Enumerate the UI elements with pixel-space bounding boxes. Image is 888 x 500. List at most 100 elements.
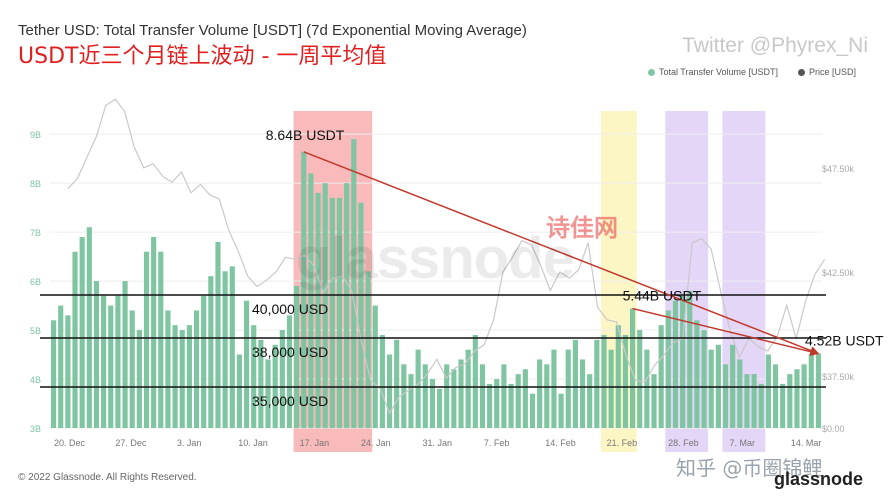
x-tick-label: 20. Dec [54,438,86,448]
volume-bar [630,308,636,428]
level-label: 40,000 USD [252,301,328,317]
volume-bar [801,364,807,428]
volume-bar [565,349,571,428]
copyright-text: © 2022 Glassnode. All Rights Reserved. [18,472,197,483]
volume-bar [308,173,314,428]
volume-bar [315,192,321,428]
x-tick-label: 31. Jan [422,438,452,448]
volume-bar [172,325,178,428]
volume-bar [608,349,614,428]
volume-bar [265,359,271,428]
volume-bar [808,354,814,428]
volume-bar [65,315,71,428]
x-tick-label: 27. Dec [115,438,147,448]
trendline-0 [303,151,820,355]
volume-bar [487,383,493,428]
legend-item-price[interactable]: Price [USD] [797,67,856,77]
x-tick-label: 14. Feb [545,438,576,448]
volume-bar [622,334,628,428]
x-tick-label: 7. Mar [730,438,756,448]
volume-bar [508,383,514,428]
volume-bar [472,334,478,428]
y-tick-label: 9B [30,130,41,140]
chart-legend: Total Transfer Volume [USDT] Price [USD] [647,67,856,77]
volume-bar [215,241,221,428]
volume-bar [72,251,78,428]
x-tick-label: 10. Jan [238,438,268,448]
x-tick-label: 17. Jan [300,438,330,448]
annotation-label: 8.64B USDT [266,127,345,143]
legend-dot-volume [647,68,655,76]
volume-bar [386,354,393,428]
volume-bar [415,349,421,428]
zhihu-credit: 知乎 @币圈锦鲤 [676,456,823,480]
volume-bar [165,310,171,428]
volume-bar [479,364,486,428]
volume-bar [401,364,407,428]
glassnode-logo: glassnode [774,469,864,489]
annotation-label: 5.44B USDT [623,288,702,304]
x-tick-label: 21. Feb [607,438,638,448]
volume-bar [329,197,335,428]
volume-bar [772,364,779,428]
legend-label-price: Price [USD] [808,67,856,77]
volume-bar [294,285,300,428]
volume-bar [701,330,707,428]
volume-bar [665,310,671,428]
volume-bar [351,139,357,428]
y-tick-label: 4B [30,375,41,385]
x-tick-label: 3. Jan [177,438,202,448]
volume-bar [58,305,64,428]
y-tick-label: 5B [30,326,41,336]
annotation-label: 4.52B USDT [805,333,884,349]
volume-bar [115,295,121,428]
volume-bar [551,349,557,428]
volume-bar [408,374,414,428]
volume-bar [93,281,100,428]
twitter-credit: Twitter @Phyrex_Ni [682,34,868,57]
volume-bar [279,330,285,428]
volume-bar [122,281,128,428]
volume-bar [644,349,650,428]
volume-bar [765,354,771,428]
volume-bar [251,325,257,428]
volume-bar [186,325,192,428]
volume-bar [494,379,500,428]
x-tick-label: 14. Mar [791,438,822,448]
legend-dot-price [797,68,805,76]
volume-bar [244,300,250,428]
volume-bar [708,349,714,428]
trendline-1 [632,307,820,357]
volume-bar [193,310,200,428]
volume-bar [594,339,600,428]
volume-bar [458,359,464,428]
volume-bar [637,330,643,428]
volume-bar [344,183,350,428]
volume-bar [286,315,293,428]
volume-bar [379,334,385,428]
volume-bar [201,295,207,428]
stamp-watermark: 诗佳网 [546,214,618,242]
price-line [67,98,826,415]
volume-bar [229,266,235,428]
glassnode-watermark: glassnode [296,226,575,291]
volume-bar [301,151,307,428]
volume-bar [422,364,428,428]
x-tick-label: 28. Feb [668,438,699,448]
volume-bar [158,251,164,428]
volume-bar [651,374,657,428]
volume-bar [222,271,228,428]
volume-bar [529,393,536,428]
volume-bar [437,388,443,428]
volume-bar [694,320,700,428]
volume-bar [544,364,550,428]
y-tick-label: 7B [30,228,41,238]
volume-bar [672,300,679,428]
volume-bar [680,295,686,428]
legend-item-volume[interactable]: Total Transfer Volume [USDT] [647,67,778,77]
volume-bar [365,271,371,428]
price-tick-label: $42.50k [822,268,855,278]
volume-bar [336,197,343,428]
volume-bar [722,364,729,428]
